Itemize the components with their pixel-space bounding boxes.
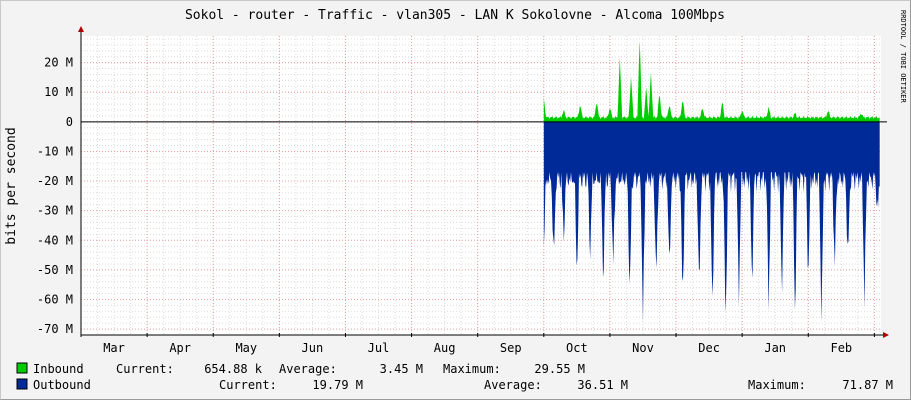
legend-maximum-value: 29.55 M (534, 362, 585, 376)
y-axis-label: bits per second (4, 127, 19, 244)
y-tick-label: -40 M (37, 233, 73, 247)
x-tick-label: Sep (500, 341, 522, 355)
y-tick-label: -20 M (37, 174, 73, 188)
x-tick-label: May (235, 341, 257, 355)
legend-maximum-value: 71.87 M (842, 378, 893, 392)
legend-average-value: 36.51 M (577, 378, 628, 392)
chart-title: Sokol - router - Traffic - vlan305 - LAN… (185, 8, 725, 23)
x-tick-label: Apr (169, 341, 191, 355)
legend-average-label: Average: (484, 378, 542, 392)
legend-swatch-outbound (16, 378, 28, 390)
legend-series-name: Outbound (33, 378, 91, 392)
y-tick-label: 20 M (44, 56, 73, 70)
x-axis-arrow (883, 332, 889, 338)
x-tick-label: Dec (698, 341, 720, 355)
y-tick-label: -70 M (37, 322, 73, 336)
x-tick-label: Feb (830, 341, 852, 355)
legend-maximum-label: Maximum: (748, 378, 806, 392)
x-tick-label: Jul (368, 341, 390, 355)
legend-average-value: 3.45 M (380, 362, 423, 376)
y-tick-label: -30 M (37, 204, 73, 218)
x-tick-label: Jun (302, 341, 324, 355)
series-area-outbound (543, 121, 880, 323)
y-tick-label: -50 M (37, 263, 73, 277)
y-tick-label: -60 M (37, 292, 73, 306)
y-tick-label: 0 (66, 115, 73, 129)
legend-series-name: Inbound (33, 362, 84, 376)
x-tick-label: Nov (632, 341, 654, 355)
legend-swatch-inbound (16, 362, 28, 374)
plot-area: 20 M 10 M 0 -10 M -20 M -30 M -40 M -50 M -60 M -… (37, 26, 889, 355)
legend-current-value: 19.79 M (312, 378, 363, 392)
legend-current-label: Current: (219, 378, 277, 392)
x-tick-label: Aug (434, 341, 456, 355)
x-tick-label: Oct (566, 341, 588, 355)
rrdtool-watermark: RRDTOOL / TOBI OETIKER (899, 10, 907, 104)
x-tick-label: Jan (764, 341, 786, 355)
x-tick-label: Mar (103, 341, 125, 355)
y-axis-arrow (78, 26, 84, 32)
y-tick-label: -10 M (37, 144, 73, 158)
legend-current-label: Current: (116, 362, 174, 376)
legend-maximum-label: Maximum: (443, 362, 501, 376)
y-tick-label: 10 M (44, 85, 73, 99)
legend: Inbound Current: 654.88 k Average: 3.45 M Max… (16, 362, 893, 392)
legend-average-label: Average: (279, 362, 337, 376)
legend-current-value: 654.88 k (204, 362, 263, 376)
